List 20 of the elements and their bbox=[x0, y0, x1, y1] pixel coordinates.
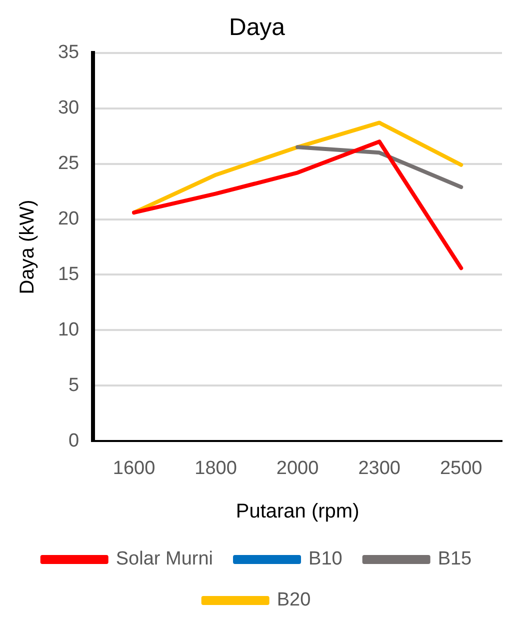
legend-label: B10 bbox=[308, 548, 342, 570]
y-tick-label: 20 bbox=[58, 208, 80, 230]
x-tick-label: 2500 bbox=[440, 458, 482, 479]
y-tick-label: 25 bbox=[58, 153, 80, 174]
y-axis-title: Daya (kW) bbox=[16, 200, 39, 294]
legend-label: B15 bbox=[438, 548, 472, 570]
y-tick-label: 15 bbox=[58, 264, 80, 285]
x-axis-title: Putaran (rpm) bbox=[236, 500, 360, 523]
y-tick-label: 10 bbox=[58, 319, 80, 340]
legend-label: B20 bbox=[276, 590, 311, 611]
x-tick-label: 1600 bbox=[112, 458, 156, 479]
y-tick-label: 35 bbox=[58, 42, 80, 64]
legend-label: Solar Murni bbox=[116, 548, 214, 570]
x-tick-label: 2300 bbox=[358, 458, 400, 479]
y-tick-label: 0 bbox=[68, 430, 80, 452]
x-tick-label: 2000 bbox=[276, 458, 319, 479]
x-tick-label: 1800 bbox=[194, 458, 237, 479]
chart-title: Daya bbox=[228, 14, 286, 42]
y-tick-label: 5 bbox=[68, 374, 80, 396]
y-tick-label: 30 bbox=[58, 98, 80, 119]
